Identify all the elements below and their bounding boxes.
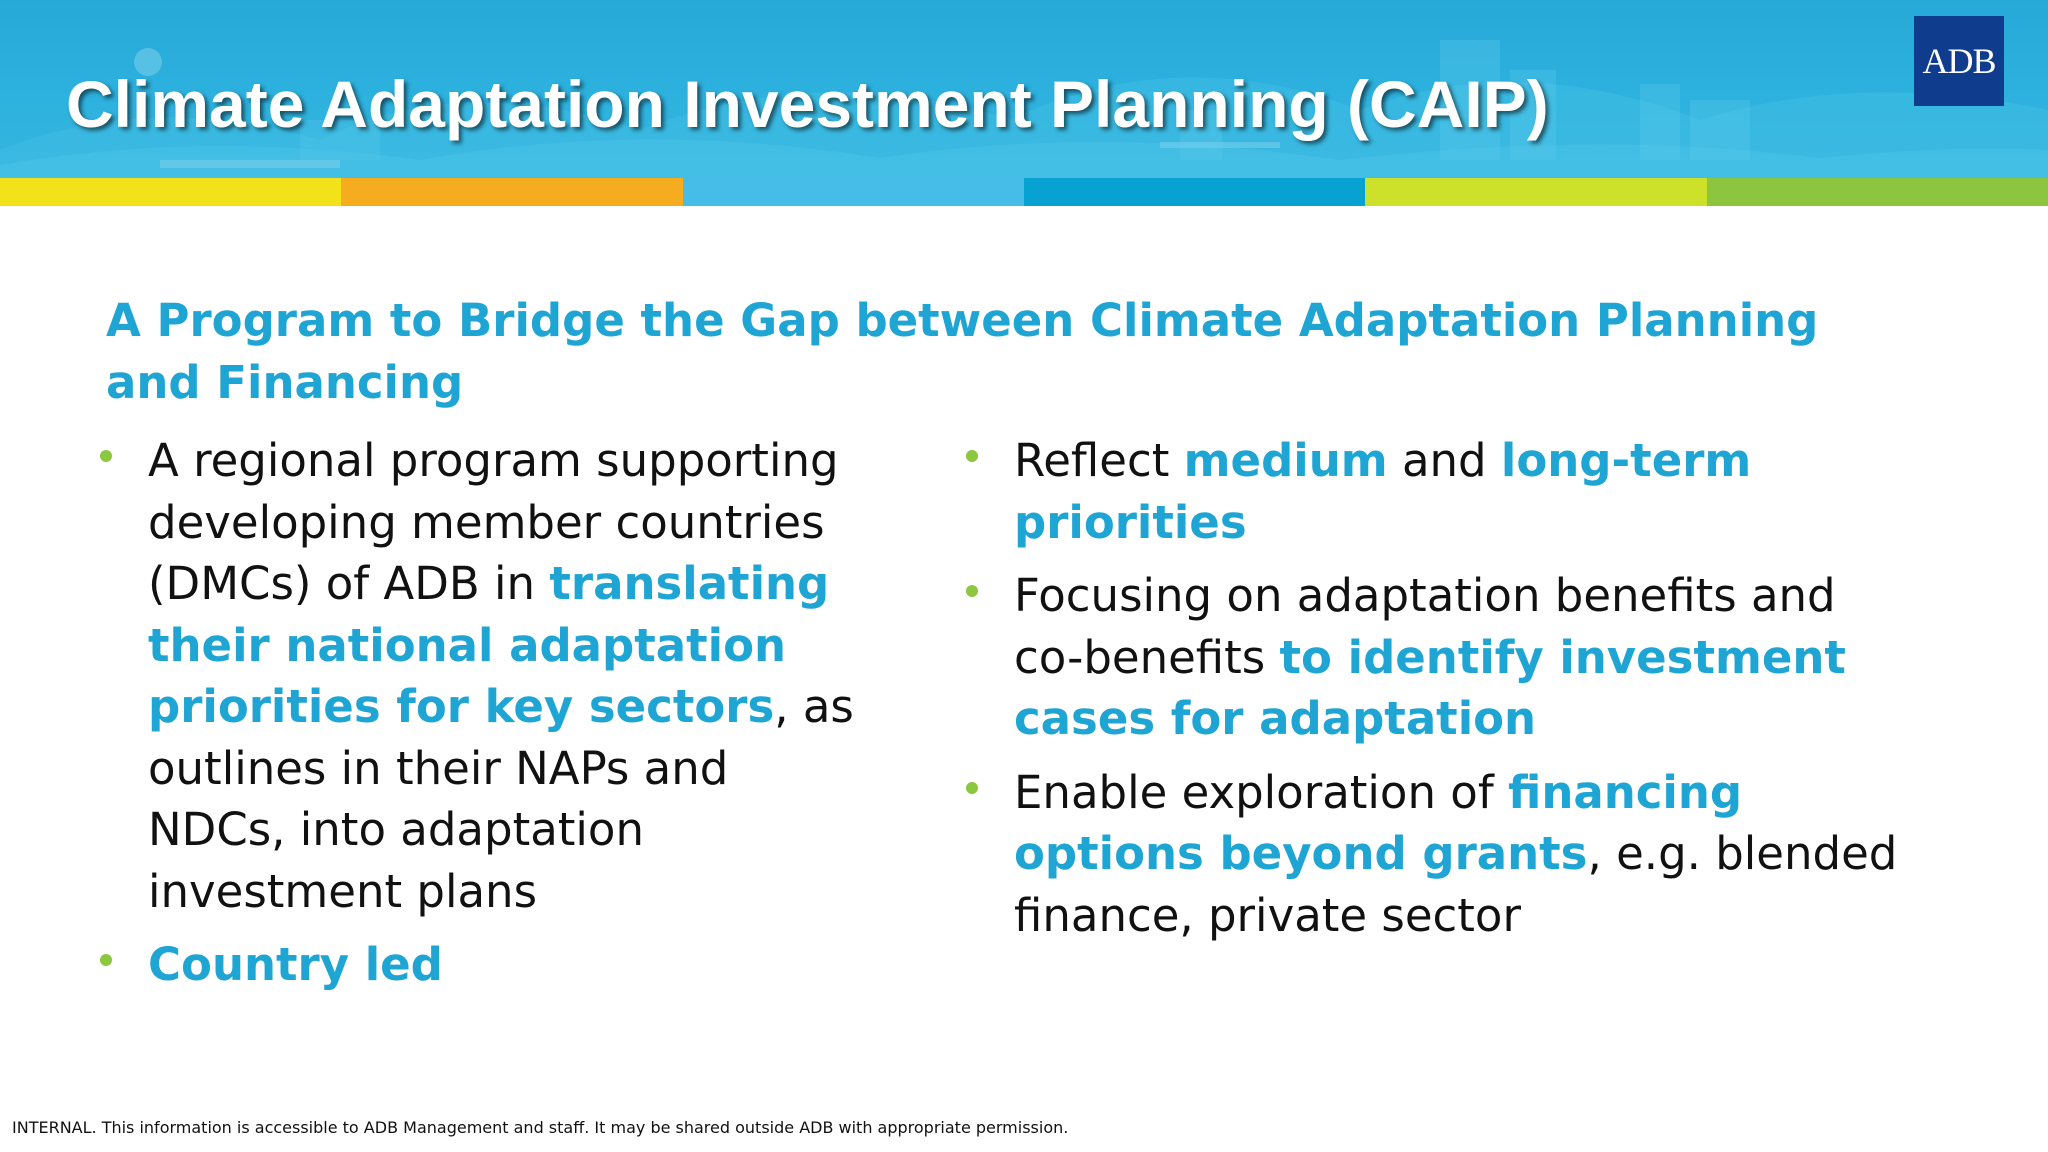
bullet-icon <box>100 450 112 462</box>
stripe-orange <box>341 178 683 206</box>
color-stripe <box>0 178 2048 206</box>
bullet-icon <box>966 585 978 597</box>
stripe-green <box>1706 178 2048 206</box>
right-bullet-list: Reflect medium and long-term priorities … <box>966 430 1906 958</box>
bullet-text: Focusing on adaptation benefits and co-b… <box>1014 569 1836 684</box>
bullet-icon <box>966 450 978 462</box>
left-bullet-list: A regional program supporting developing… <box>100 430 880 1008</box>
bullet-highlight: Country led <box>148 938 443 991</box>
classification-footer: INTERNAL. This information is accessible… <box>12 1118 1069 1137</box>
stripe-yellow <box>0 178 342 206</box>
list-item: Focusing on adaptation benefits and co-b… <box>966 565 1906 750</box>
slide-subtitle: A Program to Bridge the Gap between Clim… <box>106 294 1819 409</box>
bullet-highlight: translating their national adaptation pr… <box>148 557 830 733</box>
bullet-highlight: medium <box>1183 434 1388 487</box>
bullet-highlight: financing options beyond grants <box>1014 765 1743 881</box>
bullet-text: and <box>1387 434 1501 487</box>
list-item: Enable exploration of financing options … <box>966 762 1906 947</box>
bullet-text: , as outlines in their NAPs and NDCs, in… <box>148 680 854 918</box>
list-item: Reflect medium and long-term priorities <box>966 430 1906 553</box>
bullet-text: Reflect <box>1014 434 1184 487</box>
bullet-highlight: to identify investment cases for adaptat… <box>1014 630 1846 746</box>
stripe-lime <box>1365 178 1707 206</box>
bullet-highlight: long-term priorities <box>1014 434 1752 549</box>
list-item: Country led <box>100 934 880 996</box>
landscape-illustration <box>0 40 2048 178</box>
header-banner: Climate Adaptation Investment Planning (… <box>0 0 2048 178</box>
adb-logo: ADB <box>1914 16 2004 106</box>
bullet-text: , e.g. blended finance, private sector <box>1014 827 1898 942</box>
bullet-icon <box>100 954 112 966</box>
list-item: A regional program supporting developing… <box>100 430 880 922</box>
stripe-light-blue <box>682 178 1024 206</box>
bullet-text: Enable exploration of <box>1014 765 1508 819</box>
slide-title: Climate Adaptation Investment Planning (… <box>66 67 1549 141</box>
bullet-text: A regional program supporting developing… <box>148 434 839 610</box>
stripe-blue <box>1023 178 1366 206</box>
bullet-icon <box>966 781 978 794</box>
